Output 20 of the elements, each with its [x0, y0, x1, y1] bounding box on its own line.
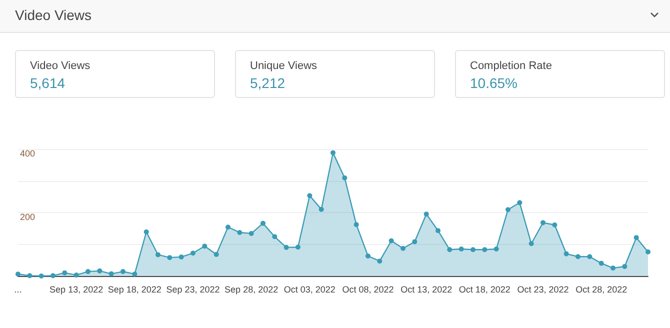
x-tick-label: Sep 28, 2022: [224, 284, 278, 294]
x-tick-label: Oct 23, 2022: [517, 284, 569, 294]
text: 5,614: [30, 75, 66, 91]
x-tick-label: Sep 13, 2022: [50, 284, 104, 294]
x-tick-label: Oct 13, 2022: [400, 284, 452, 294]
text: 5,212: [250, 75, 286, 91]
category-label: Completion Rate: [470, 60, 552, 72]
x-tick-label: Sep 23, 2022: [166, 284, 220, 294]
x-tick-label: Oct 03, 2022: [284, 284, 336, 294]
text: Video Views: [15, 7, 92, 23]
text: 10.65%: [470, 75, 518, 91]
x-tick-label: Oct 18, 2022: [458, 284, 510, 294]
x-tick-label: Sep 18, 2022: [108, 284, 162, 294]
x-tick-label: Oct 28, 2022: [576, 284, 628, 294]
category-label: Unique Views: [250, 60, 318, 72]
x-tick-label: Oct 08, 2022: [342, 284, 394, 294]
x-tick-label: ...: [14, 284, 22, 294]
y-tick-label: 200: [20, 212, 36, 222]
y-tick-label: 400: [20, 148, 36, 158]
category-label: Video Views: [30, 60, 90, 72]
